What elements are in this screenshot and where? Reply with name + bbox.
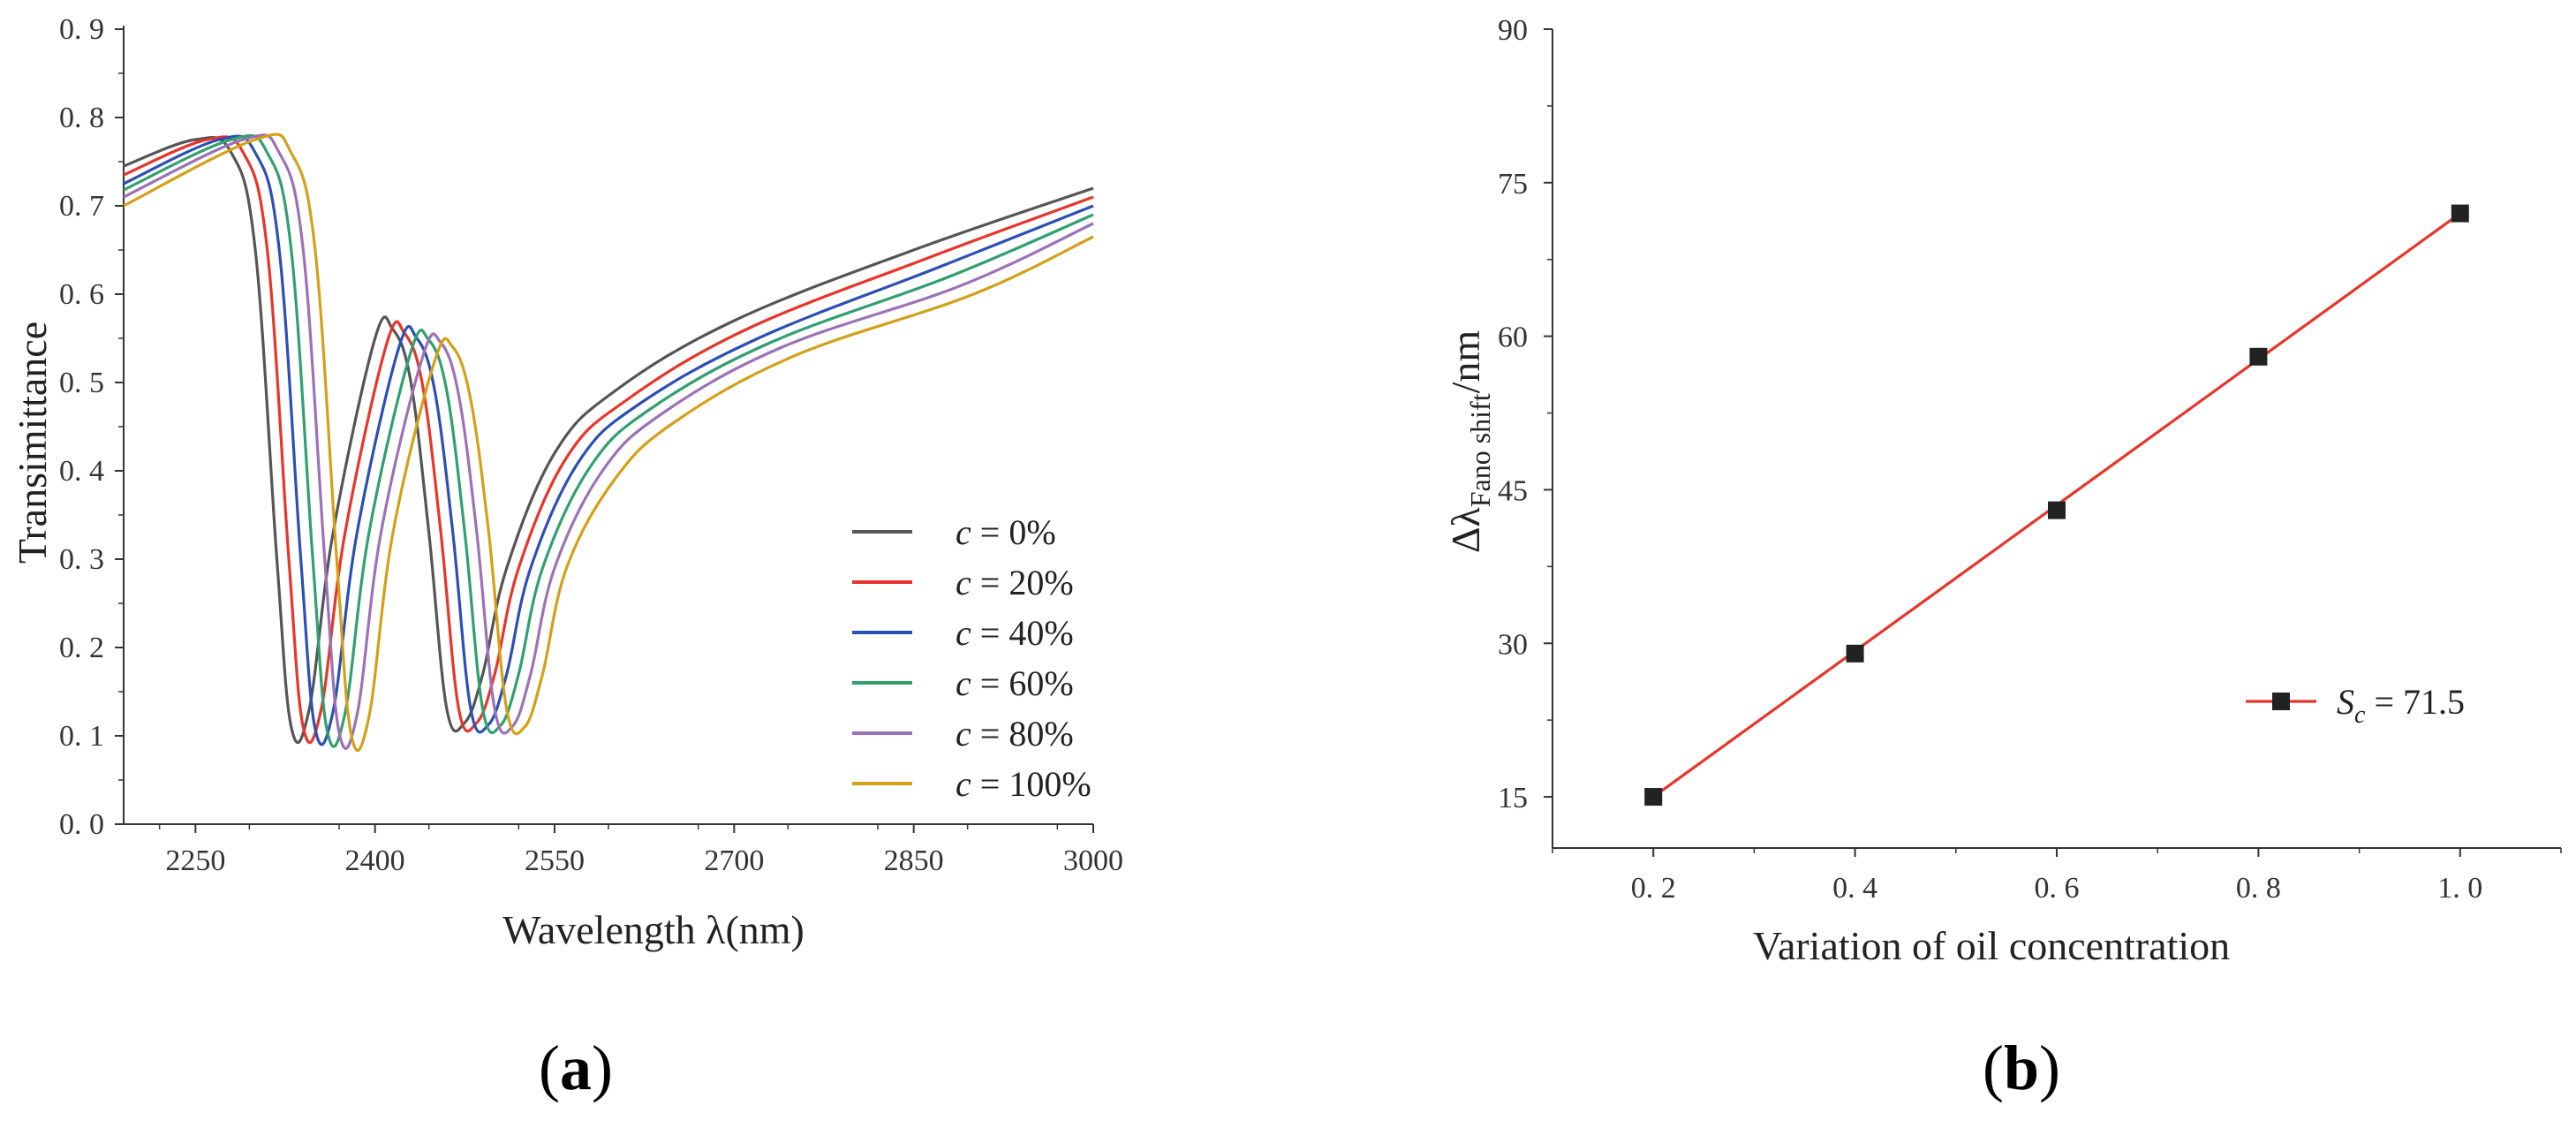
chart-b-y-axis-label-main: Δλ: [1443, 507, 1488, 554]
chart-a-x-tick-label: 2700: [704, 844, 764, 877]
chart-b-x-tick-label: 0. 4: [1832, 872, 1877, 905]
chart-a-y-tick-label: 0. 0: [59, 808, 104, 841]
chart-a-series-line-3: [123, 133, 1094, 748]
chart-b-data-point-3: [2249, 347, 2268, 366]
chart-a-y-axis-label: Transimittance: [10, 322, 55, 564]
chart-b-data-point-4: [2451, 204, 2469, 223]
chart-b-x-tick-label: 1. 0: [2437, 872, 2482, 905]
chart-a-legend-entry-1: c = 20%: [956, 563, 1074, 602]
chart-b-legend-entry: Sc = 71.5: [2337, 682, 2465, 729]
chart-a-y-tick-label: 0. 3: [59, 543, 104, 576]
chart-a-legend-entry-4: c = 80%: [956, 714, 1074, 754]
chart-a-x-tick-label: 2850: [884, 844, 944, 877]
panel-label-b-letter: b: [2003, 1033, 2040, 1103]
chart-b: 15 30 45 60 75 90 0. 2 0. 4 0. 6 0. 8 1. 0 Variati…: [1443, 14, 2562, 968]
chart-b-y-tick-label: 75: [1498, 168, 1528, 201]
chart-b-data-point-1: [1846, 644, 1864, 663]
chart-a-y-tick-label: 0. 8: [59, 102, 104, 134]
chart-a-y-tick-label: 0. 5: [59, 367, 104, 399]
panel-label-a: (a): [539, 1033, 613, 1103]
chart-a-legend-entry-3: c = 60%: [956, 663, 1074, 703]
chart-b-legend: Sc = 71.5: [2246, 682, 2465, 729]
chart-a-series-line-4: [123, 133, 1094, 750]
chart-b-x-tick-label: 0. 2: [1631, 872, 1676, 905]
chart-b-y-axis-label-tail: /nm: [1443, 330, 1488, 394]
chart-a-x-tick-label: 2550: [525, 844, 585, 877]
chart-a-x-tick-label: 3000: [1063, 844, 1123, 877]
chart-a-x-tick-label: 2400: [345, 844, 405, 877]
chart-a-y-tick-label: 0. 4: [59, 455, 104, 488]
chart-b-y-axis-label: ΔλFano shift/nm: [1443, 330, 1496, 554]
chart-a: 0. 0 0. 1 0. 2 0. 3 0. 4 0. 5 0. 6 0. 7 0. 8 0. 9…: [10, 13, 1123, 952]
chart-a-y-tick-label: 0. 7: [59, 190, 104, 223]
chart-a-x-tick-label: 2250: [165, 844, 225, 877]
chart-b-data-point-0: [1644, 788, 1663, 807]
chart-a-legend-entry-0: c = 0%: [956, 512, 1056, 552]
chart-b-y-tick-label: 15: [1498, 782, 1528, 814]
chart-b-y-tick-label: 45: [1498, 474, 1528, 507]
chart-a-y-tick-label: 0. 2: [59, 632, 104, 664]
chart-a-series-line-1: [123, 135, 1094, 745]
chart-a-y-tick-label: 0. 1: [59, 720, 104, 753]
chart-b-x-tick-label: 0. 6: [2035, 872, 2080, 905]
chart-b-y-axis-label-sub: Fano shift: [1464, 393, 1496, 507]
chart-a-series-line-2: [123, 134, 1094, 746]
chart-b-legend-marker: [2272, 693, 2290, 710]
chart-b-y-tick-label: 90: [1498, 14, 1528, 47]
chart-a-legend-entry-5: c = 100%: [956, 764, 1092, 804]
chart-b-y-tick-label: 30: [1498, 628, 1528, 661]
chart-a-legend: c = 0% c = 20% c = 40% c = 60% c = 80% c = 10…: [852, 512, 1092, 804]
chart-b-axes: [1552, 29, 2561, 849]
chart-a-y-tick-label: 0. 6: [59, 278, 104, 311]
chart-a-x-axis-label: Wavelength λ(nm): [502, 907, 805, 952]
chart-b-y-tick-label: 60: [1498, 322, 1528, 354]
chart-b-x-tick-label: 0. 8: [2236, 872, 2281, 905]
panel-label-b: (b): [1983, 1033, 2061, 1103]
chart-b-data-point-2: [2048, 501, 2066, 519]
chart-b-x-axis-label: Variation of oil concentration: [1753, 923, 2230, 968]
chart-a-legend-entry-2: c = 40%: [956, 613, 1074, 653]
chart-a-series-line-5: [123, 133, 1094, 753]
chart-a-series-line-0: [123, 136, 1094, 745]
panel-label-a-letter: a: [559, 1033, 592, 1103]
chart-a-y-tick-label: 0. 9: [59, 13, 104, 46]
